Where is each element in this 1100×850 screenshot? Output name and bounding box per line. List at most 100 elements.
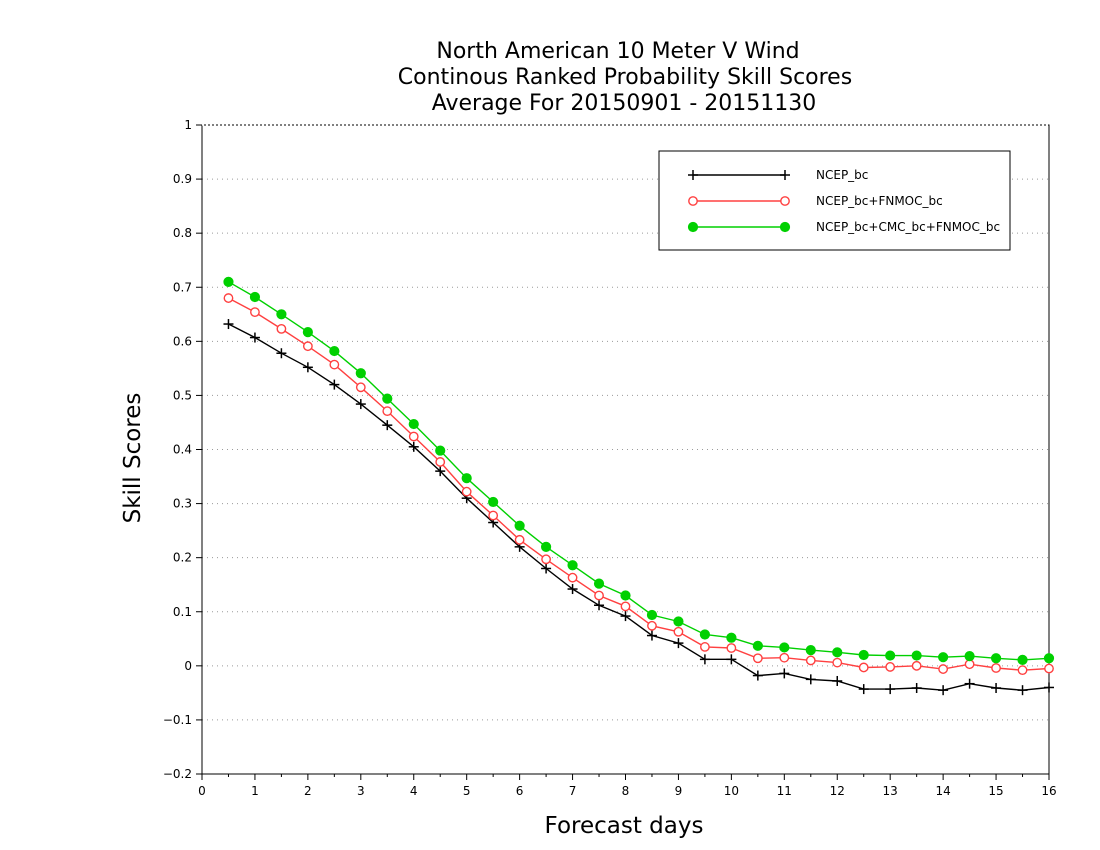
data-point bbox=[1017, 654, 1028, 665]
data-point bbox=[382, 420, 393, 431]
data-point bbox=[991, 683, 1002, 694]
y-tick-label: 0.5 bbox=[173, 388, 192, 402]
data-point bbox=[832, 657, 843, 668]
data-point bbox=[832, 675, 843, 686]
y-tick-label: 0.2 bbox=[173, 551, 192, 565]
x-tick-label: 6 bbox=[516, 784, 524, 798]
data-point bbox=[620, 590, 631, 601]
y-tick-label: 0 bbox=[184, 659, 192, 673]
x-tick-label: 8 bbox=[622, 784, 630, 798]
data-point bbox=[276, 348, 287, 359]
data-point bbox=[885, 662, 896, 672]
data-point bbox=[805, 645, 816, 656]
x-tick-label: 14 bbox=[935, 784, 950, 798]
x-tick-label: 13 bbox=[883, 784, 898, 798]
data-point bbox=[991, 663, 1001, 673]
data-point bbox=[752, 670, 763, 681]
data-series bbox=[223, 276, 1055, 696]
data-point bbox=[1017, 665, 1028, 676]
data-point bbox=[673, 616, 684, 627]
series-line bbox=[228, 297, 1050, 671]
data-point bbox=[382, 393, 393, 404]
data-point bbox=[699, 629, 711, 640]
legend-marker bbox=[780, 170, 790, 180]
legend-marker bbox=[687, 221, 699, 233]
data-point bbox=[435, 445, 446, 456]
legend-marker bbox=[779, 221, 791, 233]
legend-label: NCEP_bc+FNMOC_bc bbox=[816, 194, 943, 208]
data-point bbox=[488, 496, 499, 508]
x-tick-label: 11 bbox=[777, 784, 792, 798]
data-point bbox=[620, 601, 631, 612]
chart-title: North American 10 Meter V Wind Continous… bbox=[398, 39, 852, 116]
y-tick-label: 0.3 bbox=[173, 497, 192, 511]
data-point bbox=[355, 399, 366, 410]
data-point bbox=[302, 327, 313, 338]
data-point bbox=[726, 654, 737, 665]
data-point bbox=[805, 674, 816, 685]
x-tick-label: 12 bbox=[830, 784, 845, 798]
data-point bbox=[1017, 685, 1028, 696]
data-point bbox=[832, 647, 843, 658]
legend-entry-0: NCEP_bc bbox=[688, 168, 868, 182]
data-point bbox=[355, 368, 366, 379]
data-point bbox=[673, 626, 684, 637]
data-point bbox=[276, 309, 287, 320]
data-point bbox=[461, 486, 472, 497]
data-point bbox=[435, 457, 446, 467]
data-point bbox=[726, 632, 737, 643]
data-point bbox=[567, 584, 578, 595]
data-point bbox=[620, 611, 631, 622]
data-point bbox=[276, 323, 287, 334]
legend-entry-1: NCEP_bc+FNMOC_bc bbox=[688, 194, 943, 208]
legend-marker bbox=[688, 170, 698, 180]
data-point bbox=[990, 653, 1002, 664]
data-point bbox=[594, 590, 604, 601]
data-point bbox=[911, 650, 922, 661]
data-point bbox=[329, 345, 340, 357]
data-point bbox=[302, 341, 313, 352]
data-point bbox=[646, 630, 657, 641]
y-tick-label: 0.1 bbox=[173, 605, 192, 619]
data-point bbox=[699, 654, 710, 665]
y-tick-label: 1 bbox=[184, 118, 192, 132]
data-point bbox=[938, 664, 949, 674]
data-point bbox=[938, 685, 949, 696]
series-2 bbox=[223, 276, 1055, 665]
y-tick-label: 0.7 bbox=[173, 280, 192, 294]
y-tick-label: −0.2 bbox=[163, 767, 192, 781]
data-point bbox=[1043, 653, 1055, 664]
data-point bbox=[302, 362, 313, 373]
data-point bbox=[885, 650, 896, 661]
chart-title-line-1: North American 10 Meter V Wind bbox=[436, 39, 799, 64]
y-tick-label: −0.1 bbox=[163, 713, 192, 727]
data-point bbox=[408, 441, 419, 452]
y-tick-label: 0.4 bbox=[173, 443, 192, 457]
data-point bbox=[858, 649, 869, 661]
data-point bbox=[567, 560, 578, 571]
data-point bbox=[223, 276, 234, 287]
data-point bbox=[249, 332, 260, 343]
data-point bbox=[355, 382, 366, 393]
series-line bbox=[228, 281, 1050, 661]
chart-title-line-2: Continous Ranked Probability Skill Score… bbox=[398, 65, 852, 90]
data-point bbox=[541, 563, 552, 574]
data-point bbox=[1044, 682, 1054, 693]
legend-marker bbox=[688, 196, 698, 206]
x-tick-label: 4 bbox=[410, 784, 418, 798]
data-point bbox=[408, 431, 419, 442]
data-point bbox=[223, 319, 234, 330]
x-tick-label: 0 bbox=[198, 784, 206, 798]
legend-label: NCEP_bc+CMC_bc+FNMOC_bc bbox=[816, 220, 1000, 234]
data-point bbox=[779, 642, 790, 653]
data-point bbox=[779, 668, 790, 679]
data-point bbox=[435, 466, 446, 477]
x-tick-label: 1 bbox=[251, 784, 259, 798]
data-point bbox=[911, 683, 922, 694]
x-tick-label: 9 bbox=[675, 784, 683, 798]
data-point bbox=[858, 684, 869, 695]
x-tick-label: 3 bbox=[357, 784, 365, 798]
data-point bbox=[700, 642, 710, 652]
x-tick-label: 10 bbox=[724, 784, 739, 798]
